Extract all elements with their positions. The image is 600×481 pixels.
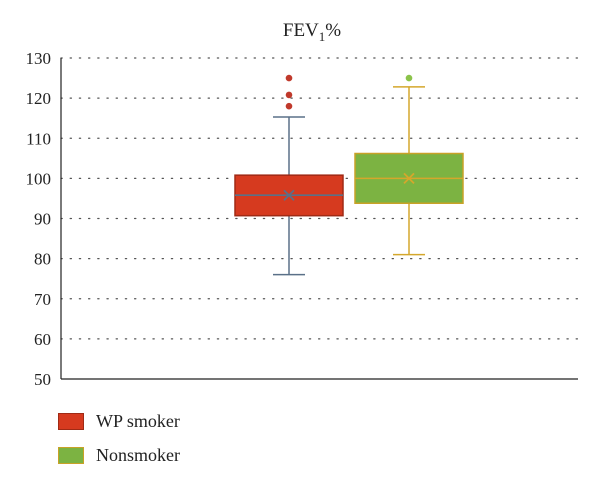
y-tick-label-50: 50 [34,370,51,389]
chart-title-subscript: 1 [319,29,326,44]
y-tick-label-120: 120 [26,89,52,108]
outlier-wp-smoker-3 [285,74,293,82]
y-tick-label-130: 130 [26,49,52,68]
chart-title: FEV1% [283,20,341,44]
box-plot: FEV1% 50 60 70 80 90 100 110 120 130 [26,20,579,389]
boxes [234,74,464,276]
y-axis: 50 60 70 80 90 100 110 120 130 [26,49,578,389]
legend-item-nonsmoker: Nonsmoker [58,440,180,470]
chart-title-main: FEV [283,20,319,41]
y-tick-label-60: 60 [34,330,51,349]
legend-label-nonsmoker: Nonsmoker [96,444,180,465]
y-tick-label-90: 90 [34,210,51,229]
y-tick-label-110: 110 [26,129,51,148]
legend-swatch-nonsmoker [58,446,84,464]
outlier-wp-smoker-2 [285,91,293,99]
y-tick-label-100: 100 [26,169,52,188]
y-tick-label-80: 80 [34,250,51,269]
outlier-wp-smoker-1 [285,102,293,110]
legend: WP smoker Nonsmoker [58,406,180,474]
y-tick-label-70: 70 [34,290,51,309]
outlier-nonsmoker-1 [405,74,413,82]
box-wp-smoker [234,74,344,276]
legend-label-wp-smoker: WP smoker [96,410,180,431]
chart-title-suffix: % [325,20,341,41]
mean-marker-wp-smoker [283,189,295,201]
legend-item-wp-smoker: WP smoker [58,406,180,436]
legend-swatch-wp-smoker [58,412,84,430]
box-nonsmoker [354,74,464,256]
mean-marker-nonsmoker [403,172,415,185]
